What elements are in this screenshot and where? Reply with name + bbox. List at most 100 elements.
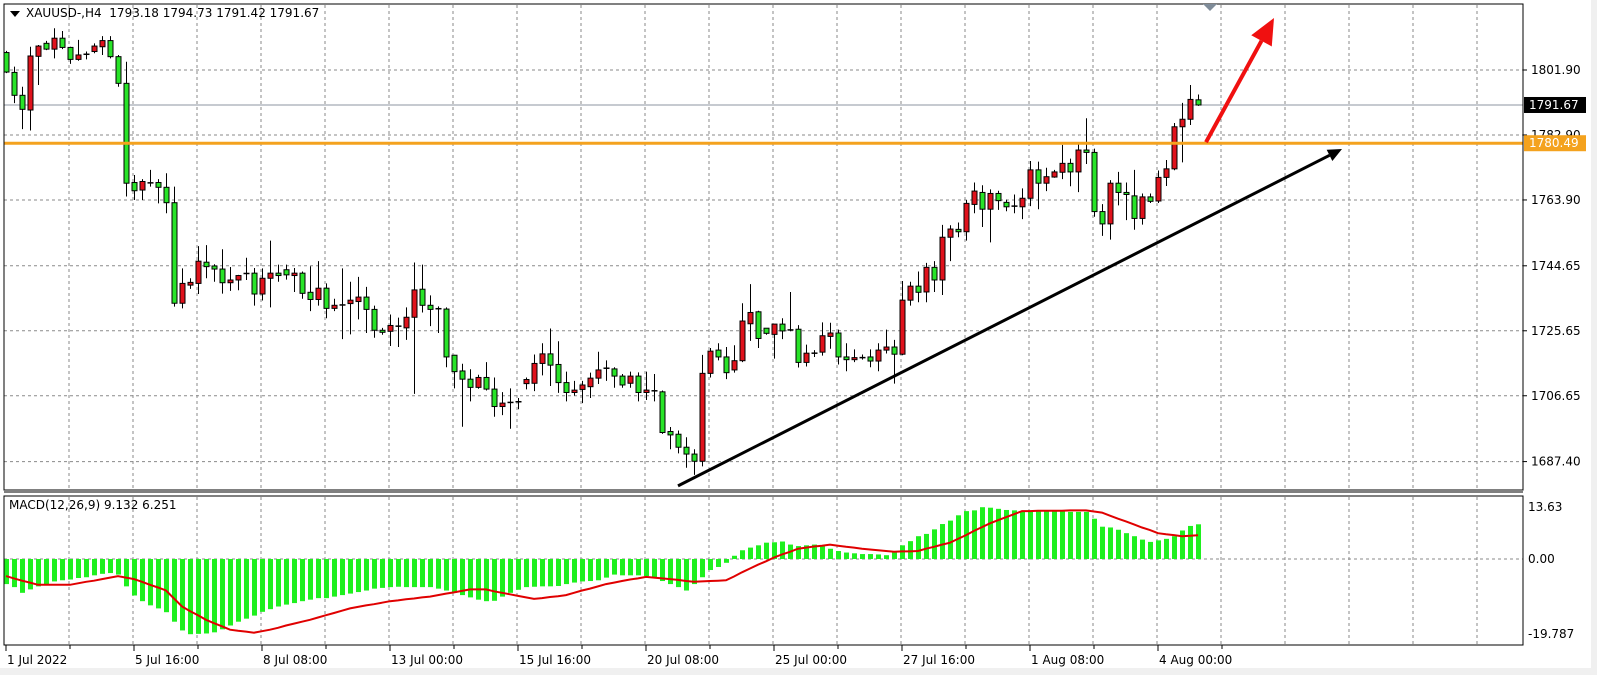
dropdown-triangle-icon[interactable] — [10, 10, 20, 17]
candle — [923, 262, 930, 303]
candle — [1035, 161, 1042, 210]
trendline-arrow-head-icon[interactable] — [1326, 149, 1342, 161]
candle-body — [187, 281, 194, 286]
macd-histogram-bar — [396, 559, 401, 587]
macd-histogram-bar — [1132, 536, 1137, 559]
candle — [555, 341, 562, 393]
macd-histogram-bar — [1156, 540, 1161, 559]
macd-histogram-bar — [1012, 510, 1017, 559]
candle-body — [379, 329, 386, 333]
macd-histogram-bar — [764, 542, 769, 559]
candle-body — [795, 328, 802, 363]
candle — [51, 28, 58, 59]
candle-body — [587, 377, 594, 388]
macd-histogram-bar — [148, 559, 153, 606]
candle — [1043, 167, 1050, 192]
macd-histogram-bar — [668, 559, 673, 585]
candle-body — [467, 378, 474, 388]
candle — [1171, 123, 1178, 171]
macd-histogram-bar — [1036, 511, 1041, 559]
candle — [947, 225, 954, 262]
macd-histogram-bar — [468, 559, 473, 598]
ohlc-open: 1793.18 — [109, 6, 159, 20]
candle — [539, 343, 546, 376]
candle-body — [1123, 191, 1130, 195]
macd-histogram-bar — [772, 542, 777, 559]
macd-histogram-bar — [580, 559, 585, 582]
candle — [27, 46, 34, 131]
candle-body — [987, 192, 994, 210]
chart-shift-marker-icon[interactable] — [1203, 4, 1217, 11]
candle — [131, 174, 138, 200]
candle — [251, 268, 258, 306]
candle-body — [171, 202, 178, 304]
candle-body — [491, 388, 498, 408]
candle-body — [131, 182, 138, 192]
candle — [899, 281, 906, 356]
candle — [611, 367, 618, 388]
macd-histogram-bar — [60, 559, 65, 581]
macd-histogram-bar — [484, 559, 489, 602]
candle-body — [323, 287, 330, 309]
macd-histogram-bar — [604, 559, 609, 578]
candle-body — [971, 190, 978, 205]
drawings[interactable] — [4, 18, 1523, 488]
macd-histogram-bar — [20, 559, 25, 593]
candle — [835, 329, 842, 365]
macd-histogram-bar — [228, 559, 233, 626]
macd-histogram-bar — [372, 559, 377, 589]
macd-histogram-bar — [412, 559, 417, 588]
macd-histogram-bar — [276, 559, 281, 607]
trendline-arrow-shaft[interactable] — [677, 153, 1331, 488]
candle-body — [403, 316, 410, 329]
candle-body — [523, 379, 530, 385]
candle — [811, 350, 818, 357]
macd-histogram-bar — [860, 554, 865, 559]
candle-body — [267, 272, 274, 279]
macd-histogram-bar — [996, 508, 1001, 559]
macd-histogram-bar — [548, 559, 553, 587]
candle-body — [99, 40, 106, 48]
macd-histogram-bar — [828, 548, 833, 559]
candle — [731, 345, 738, 373]
macd-panel — [4, 507, 1201, 635]
candle — [67, 46, 74, 64]
candle-body — [1035, 169, 1042, 184]
red-up-arrow[interactable] — [1204, 18, 1274, 144]
macd-histogram-bar — [364, 559, 369, 591]
macd-histogram-bar — [1084, 511, 1089, 559]
red-up-arrow-shaft[interactable] — [1204, 39, 1264, 144]
candle-body — [419, 288, 426, 306]
candle-body — [907, 285, 914, 301]
macd-histogram-bar — [1180, 530, 1185, 559]
candle-body — [723, 356, 730, 374]
candle — [859, 354, 866, 360]
candle-body — [579, 384, 586, 390]
candle — [483, 362, 490, 391]
macd-histogram-bar — [1100, 526, 1105, 559]
candle-body — [635, 375, 642, 394]
candle-body — [59, 37, 66, 48]
trendline-arrow[interactable] — [677, 149, 1342, 488]
ohlc-high: 1794.73 — [162, 6, 213, 20]
x-tick-label: 1 Jul 2022 — [7, 653, 67, 667]
candle — [939, 224, 946, 296]
macd-histogram-bar — [308, 559, 313, 600]
candle-body — [763, 327, 770, 334]
macd-histogram-bar — [972, 510, 977, 559]
candle — [707, 348, 714, 378]
candle — [955, 222, 962, 238]
candle-body — [91, 45, 98, 53]
candle — [11, 66, 18, 104]
macd-histogram-bar — [1140, 539, 1145, 559]
window-border-bottom — [0, 668, 1597, 675]
macd-histogram-bar — [508, 559, 513, 593]
macd-histogram-bar — [1092, 518, 1097, 559]
candle-body — [875, 349, 882, 362]
y-tick-label: 1706.65 — [1531, 389, 1581, 403]
candle-body — [1131, 195, 1138, 219]
red-up-arrow-head-icon[interactable] — [1251, 18, 1274, 47]
macd-histogram-bar — [876, 554, 881, 559]
macd-histogram-bar — [940, 524, 945, 559]
